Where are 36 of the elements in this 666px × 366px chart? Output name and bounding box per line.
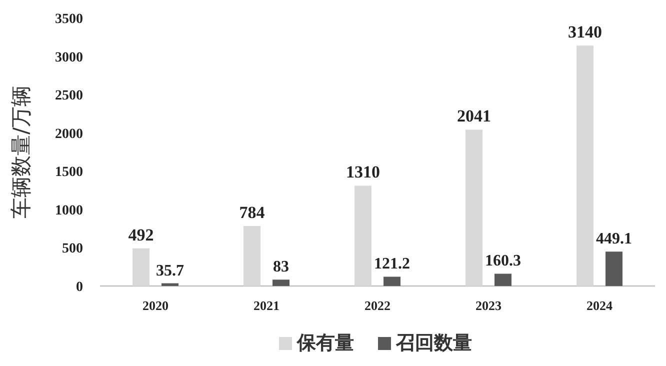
bar xyxy=(384,276,400,286)
bar xyxy=(606,252,622,286)
data-label: 35.7 xyxy=(156,262,184,280)
y-tick-label: 2500 xyxy=(55,88,83,104)
bar xyxy=(162,283,178,286)
data-label: 160.3 xyxy=(485,252,521,270)
x-tick-label: 2023 xyxy=(476,298,502,313)
bar xyxy=(244,226,260,286)
data-label: 3140 xyxy=(568,22,602,42)
bar xyxy=(576,46,594,286)
data-label: 83 xyxy=(273,258,289,276)
y-tick-label: 2000 xyxy=(55,126,83,142)
bar xyxy=(354,186,372,286)
x-tick-label: 2021 xyxy=(254,298,280,313)
data-label: 2041 xyxy=(457,106,491,126)
data-label: 492 xyxy=(128,225,154,244)
y-tick-label: 1000 xyxy=(55,203,83,218)
y-axis-title: 车辆数量/万辆 xyxy=(9,85,33,219)
x-tick-label: 2024 xyxy=(586,298,613,313)
y-tick-label: 3000 xyxy=(55,50,83,66)
legend-label: 召回数量 xyxy=(395,332,472,354)
data-label: 1310 xyxy=(346,162,380,182)
x-tick-label: 2020 xyxy=(142,298,168,313)
bar xyxy=(494,274,512,286)
data-label: 121.2 xyxy=(374,256,410,273)
bar xyxy=(272,280,290,286)
y-tick-label: 3500 xyxy=(55,12,83,27)
y-tick-label: 1500 xyxy=(55,165,83,180)
bar xyxy=(132,248,150,286)
y-tick-label: 500 xyxy=(62,242,83,257)
bar xyxy=(466,130,482,286)
data-label: 784 xyxy=(239,202,266,222)
y-tick-label: 0 xyxy=(76,280,83,295)
data-label: 449.1 xyxy=(596,230,632,248)
legend-label: 保有量 xyxy=(296,332,354,354)
x-tick-label: 2022 xyxy=(364,298,390,313)
